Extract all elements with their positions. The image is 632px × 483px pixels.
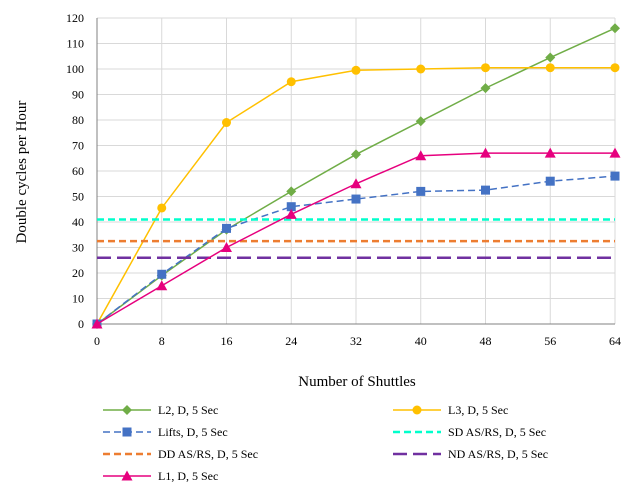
data-point-6-0 (91, 318, 103, 329)
data-point-6-7 (544, 147, 556, 158)
series-line-2 (96, 175, 616, 325)
data-point-6-3 (285, 208, 297, 219)
data-point-0-4 (351, 149, 361, 160)
x-tick-label-6: 48 (480, 334, 492, 348)
y-tick-label-2: 20 (72, 266, 84, 280)
legend-entry-4: DD AS/RS, D, 5 Sec (103, 447, 258, 461)
legend-label-2: Lifts, D, 5 Sec (158, 425, 228, 439)
legend-entry-3: SD AS/RS, D, 5 Sec (393, 425, 546, 439)
y-tick-label-8: 80 (72, 113, 84, 127)
data-point-1-1 (157, 203, 167, 213)
legend-marker-6 (121, 470, 133, 481)
series-group (91, 23, 621, 329)
legend-label-6: L1, D, 5 Sec (158, 469, 218, 483)
x-tick-labels: 0 8 16 24 32 40 48 56 64 (94, 334, 621, 348)
y-tick-label-1: 10 (72, 292, 84, 306)
data-point-0-5 (415, 116, 426, 127)
legend-marker-0 (122, 405, 132, 415)
x-axis-title: Number of Shuttles (298, 374, 416, 390)
legend-entry-1: L3, D, 5 Sec (393, 403, 508, 417)
legend-entry-6: L1, D, 5 Sec (103, 469, 218, 483)
x-tick-label-7: 56 (544, 334, 556, 348)
x-tick-label-5: 40 (415, 334, 427, 348)
legend-label-0: L2, D, 5 Sec (158, 403, 218, 417)
data-point-1-3 (286, 77, 296, 87)
x-tick-label-3: 24 (285, 334, 297, 348)
series-6 (91, 147, 621, 329)
data-point-0-7 (545, 52, 556, 63)
axes (96, 18, 615, 325)
y-tick-label-4: 40 (72, 215, 84, 229)
legend: L2, D, 5 Sec L3, D, 5 Sec Lifts, D, 5 Sec S… (103, 403, 548, 483)
data-point-0-3 (286, 186, 297, 197)
x-tick-label-0: 0 (94, 334, 100, 348)
data-point-2-3 (286, 202, 296, 212)
y-tick-label-9: 90 (72, 88, 84, 102)
x-tick-label-4: 32 (350, 334, 362, 348)
data-point-2-6 (481, 185, 490, 195)
y-tick-label-12: 120 (66, 11, 84, 25)
x-tick-label-1: 8 (159, 334, 165, 348)
data-point-6-5 (415, 150, 427, 161)
x-tick-label-2: 16 (221, 334, 233, 348)
y-tick-label-3: 30 (72, 241, 84, 255)
data-point-2-7 (545, 176, 555, 186)
legend-marker-1 (412, 405, 422, 415)
data-point-6-2 (221, 242, 232, 252)
data-point-6-4 (350, 178, 362, 189)
data-point-2-5 (416, 186, 426, 196)
y-tick-label-5: 50 (72, 190, 84, 204)
y-tick-label-7: 70 (72, 139, 84, 153)
legend-marker-2 (122, 427, 132, 437)
data-point-2-1 (157, 269, 167, 279)
x-tick-label-8: 64 (609, 334, 621, 348)
data-point-2-2 (222, 223, 231, 233)
data-point-0-6 (480, 83, 491, 94)
y-tick-label-11: 110 (66, 37, 84, 51)
legend-label-3: SD AS/RS, D, 5 Sec (448, 425, 546, 439)
data-point-1-2 (222, 118, 231, 128)
y-tick-label-10: 100 (66, 62, 84, 76)
legend-entry-5: ND AS/RS, D, 5 Sec (393, 447, 548, 461)
data-point-0-8 (610, 23, 620, 34)
data-point-1-8 (610, 63, 620, 73)
data-point-1-4 (351, 65, 361, 75)
legend-label-5: ND AS/RS, D, 5 Sec (448, 447, 548, 461)
data-point-1-5 (416, 64, 426, 74)
y-tick-label-6: 60 (72, 164, 84, 178)
legend-entry-2: Lifts, D, 5 Sec (103, 425, 228, 439)
legend-entry-0: L2, D, 5 Sec (103, 403, 218, 417)
y-axis-title: Double cycles per Hour (14, 101, 30, 244)
data-point-1-6 (481, 63, 490, 73)
y-tick-label-0: 0 (78, 317, 84, 331)
data-point-1-7 (545, 63, 555, 73)
data-point-6-6 (480, 147, 491, 158)
data-point-6-8 (609, 147, 621, 158)
data-point-6-1 (156, 280, 168, 291)
y-tick-labels: 0 10 20 30 40 50 60 70 80 90 100 110 120 (66, 11, 84, 331)
legend-label-1: L3, D, 5 Sec (448, 403, 508, 417)
data-point-2-4 (351, 194, 361, 204)
legend-label-4: DD AS/RS, D, 5 Sec (158, 447, 258, 461)
data-point-2-8 (610, 171, 620, 181)
